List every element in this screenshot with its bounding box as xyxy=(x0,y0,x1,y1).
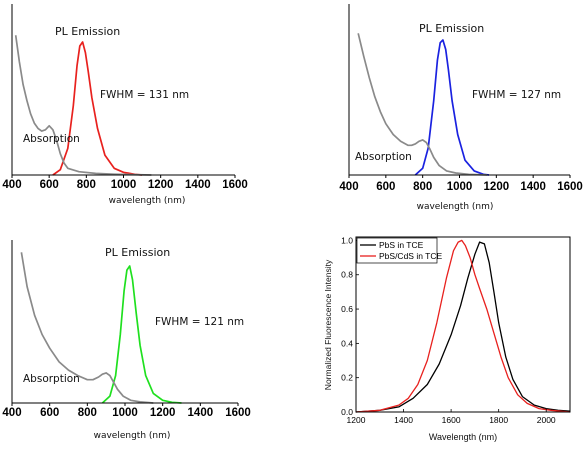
x-tick-label: 800 xyxy=(413,181,432,193)
series-line-pbs-cds-in-tce xyxy=(355,239,571,413)
x-tick-label: 1000 xyxy=(112,407,138,419)
x-tick-label: 1800 xyxy=(489,415,508,425)
panel-bottom-left: 400 600 800 1000 1200 1400 1600 PL Emission FW… xyxy=(2,240,251,441)
x-tick-label: 1600 xyxy=(442,415,461,425)
y-tick-label: 0.4 xyxy=(341,338,353,348)
pl-emission-label: PL Emission xyxy=(55,25,120,38)
x-tick-label: 1400 xyxy=(185,179,211,191)
x-tick-label: 400 xyxy=(2,407,21,419)
series-line-pl-emission xyxy=(414,39,490,176)
panel-bottom-right: 1200 1400 1600 1800 2000 0.0 0.2 0.4 0.6 0.8 1.0 P… xyxy=(323,235,571,442)
series-line-pl-emission xyxy=(101,265,182,404)
y-tick-label: 0.2 xyxy=(341,373,353,383)
x-tick-label: 600 xyxy=(40,179,59,191)
x-tick-label: 2000 xyxy=(537,415,556,425)
x-tick-label: 1600 xyxy=(225,407,251,419)
x-tick-label: 400 xyxy=(2,179,21,191)
x-tick-label: 1600 xyxy=(222,179,248,191)
x-tick-label: 600 xyxy=(40,407,59,419)
axis-ticks: 1200 1400 1600 1800 2000 0.0 0.2 0.4 0.6 0.8 1.0 xyxy=(341,235,556,425)
x-tick-label: 600 xyxy=(376,181,395,193)
x-tick-label: 1400 xyxy=(394,415,413,425)
y-tick-label: 0.0 xyxy=(341,407,353,417)
x-tick-label: 1400 xyxy=(520,181,546,193)
series-line-pl-emission xyxy=(52,41,143,176)
x-tick-label: 1200 xyxy=(347,415,366,425)
series-line-absorption xyxy=(14,35,152,176)
x-tick-label: 1600 xyxy=(557,181,583,193)
panel-top-right: 400 600 800 1000 1200 1400 1600 PL Emission FW… xyxy=(339,4,583,212)
absorption-label: Absorption xyxy=(23,133,80,145)
x-tick-label: 1400 xyxy=(188,407,214,419)
x-axis-title: wavelength (nm) xyxy=(109,196,186,206)
x-axis-title: wavelength (nm) xyxy=(417,202,494,212)
x-tick-labels: 400 600 800 1000 1200 1400 1600 xyxy=(2,403,251,419)
legend-box xyxy=(356,237,438,264)
series-line-absorption xyxy=(357,33,488,176)
panel-bottom-left-plot xyxy=(20,252,182,404)
x-axis-title: wavelength (nm) xyxy=(94,431,171,441)
y-tick-label: 0.8 xyxy=(341,270,353,280)
fwhm-label: FWHM = 131 nm xyxy=(100,89,189,101)
fwhm-label: FWHM = 127 nm xyxy=(472,89,561,101)
legend: PbS in TCE PbS/CdS in TCE xyxy=(356,237,442,264)
y-tick-label: 0.6 xyxy=(341,304,353,314)
x-tick-label: 1200 xyxy=(148,179,174,191)
x-tick-label: 800 xyxy=(77,179,96,191)
legend-label-pbs-cds: PbS/CdS in TCE xyxy=(379,251,442,261)
absorption-label: Absorption xyxy=(23,373,80,385)
x-axis-title: Wavelength (nm) xyxy=(429,432,497,442)
legend-label-pbs: PbS in TCE xyxy=(379,240,424,250)
y-axis-title: Normalized Fluorescence Intensity xyxy=(323,259,333,390)
pl-emission-label: PL Emission xyxy=(419,22,484,35)
x-tick-labels: 400 600 800 1000 1200 1400 1600 xyxy=(339,175,583,193)
pl-emission-label: PL Emission xyxy=(105,246,170,259)
fwhm-label: FWHM = 121 nm xyxy=(155,316,244,328)
x-tick-label: 1000 xyxy=(111,179,137,191)
x-tick-label: 400 xyxy=(339,181,358,193)
panel-top-left: 400 600 800 1000 1200 1400 1600 PL Emission FW… xyxy=(2,4,248,206)
panel-top-left-plot xyxy=(14,35,152,176)
plot-frame xyxy=(355,236,571,413)
x-tick-label: 1000 xyxy=(447,181,473,193)
panel-top-right-plot xyxy=(357,33,490,176)
x-tick-labels: 400 600 800 1000 1200 1400 1600 xyxy=(2,175,248,191)
x-tick-label: 800 xyxy=(78,407,97,419)
panel-bottom-right-plot xyxy=(355,239,571,413)
series-line-pbs-in-tce xyxy=(355,241,571,413)
x-tick-label: 1200 xyxy=(484,181,510,193)
absorption-label: Absorption xyxy=(355,151,412,163)
x-tick-label: 1200 xyxy=(150,407,176,419)
series-line-absorption xyxy=(20,252,154,404)
y-tick-label: 1.0 xyxy=(341,235,353,245)
